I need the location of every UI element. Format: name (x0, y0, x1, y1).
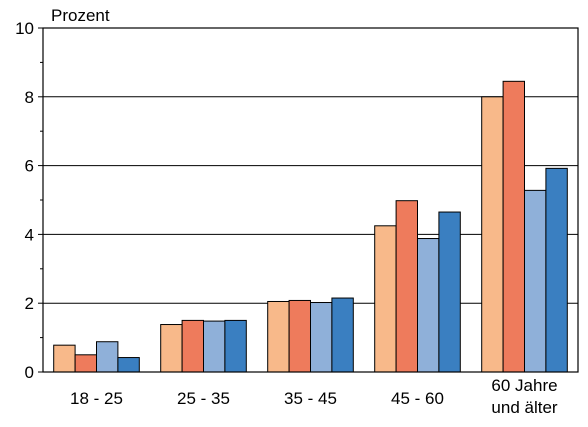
x-tick-label: 45 - 60 (391, 389, 444, 408)
y-tick-label: 2 (25, 294, 34, 313)
labels: 0 2 4 6 8 10 18 - 25 25 - 35 35 - 45 45 - 60 60 Ja… (15, 19, 558, 417)
x-tick-label: 35 - 45 (284, 389, 337, 408)
bars (53, 80, 568, 373)
bar (524, 189, 547, 373)
x-tick-label: 25 - 35 (177, 389, 230, 408)
y-tick-label: 8 (25, 88, 34, 107)
bar (96, 341, 119, 373)
bar (395, 200, 419, 373)
bar (502, 80, 526, 373)
bar (224, 319, 247, 373)
axes (38, 27, 579, 373)
x-tick-label: 18 - 25 (70, 389, 123, 408)
bar (74, 354, 97, 373)
x-tick-label: 60 Jahre (491, 376, 557, 395)
bar (288, 299, 312, 373)
y-tick-label: 6 (25, 157, 34, 176)
bar (181, 319, 205, 373)
bar (203, 320, 226, 373)
y-tick-label: 4 (25, 225, 34, 244)
bar (117, 357, 140, 373)
bar (438, 211, 461, 373)
y-tick-label: 10 (15, 19, 34, 38)
y-axis-title: Prozent (51, 6, 110, 25)
bar (417, 238, 440, 373)
bar (310, 302, 333, 373)
plot-frame (42, 27, 579, 373)
bar (331, 297, 354, 373)
y-tick-label: 0 (25, 363, 34, 382)
bar (267, 300, 290, 373)
bar (545, 167, 568, 373)
bar (481, 96, 504, 373)
bar (160, 324, 183, 373)
x-tick-label: und älter (491, 398, 557, 417)
bar (53, 344, 76, 373)
bar (374, 225, 397, 373)
